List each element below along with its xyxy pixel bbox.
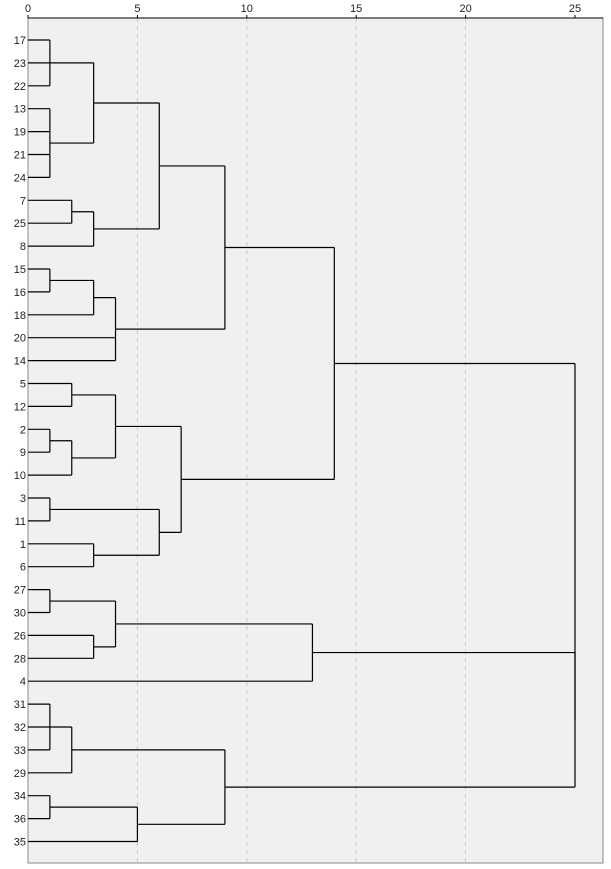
grid-lines [136, 18, 467, 863]
x-tick-label: 10 [241, 3, 253, 15]
leaf-label: 7 [20, 195, 26, 207]
leaf-label: 19 [14, 127, 26, 139]
leaf-label: 2 [20, 424, 26, 436]
leaf-label: 29 [14, 768, 26, 780]
leaf-label: 12 [14, 401, 26, 413]
x-tick-label: 25 [569, 3, 581, 15]
x-tick-label: 15 [350, 3, 362, 15]
plot-area [27, 17, 604, 864]
leaf-label: 33 [14, 745, 26, 757]
leaf-label: 21 [14, 150, 26, 162]
leaf-label: 31 [14, 699, 26, 711]
leaf-label: 10 [14, 470, 26, 482]
leaf-label: 35 [14, 837, 26, 849]
leaf-label: 16 [14, 287, 26, 299]
leaf-label: 3 [20, 493, 26, 505]
leaf-label: 17 [14, 35, 26, 47]
leaf-label: 22 [14, 81, 26, 93]
leaf-label: 9 [20, 447, 26, 459]
leaf-label: 36 [14, 814, 26, 826]
leaf-label: 32 [14, 722, 26, 734]
leaf-label: 8 [20, 241, 26, 253]
leaf-label: 27 [14, 585, 26, 597]
x-tick-label: 5 [134, 3, 140, 15]
leaf-label: 26 [14, 630, 26, 642]
leaf-label: 1 [20, 539, 26, 551]
leaf-label: 28 [14, 653, 26, 665]
leaf-label: 11 [15, 516, 26, 528]
leaf-label: 4 [20, 676, 26, 688]
leaf-labels: 1723221319212472581516182014512291031116… [14, 35, 26, 849]
dendrogram-links [28, 39, 576, 843]
leaf-label: 6 [20, 562, 26, 574]
leaf-label: 25 [14, 218, 26, 230]
leaf-label: 13 [14, 104, 26, 116]
leaf-label: 30 [14, 608, 26, 620]
leaf-label: 15 [14, 264, 26, 276]
leaf-label: 23 [14, 58, 26, 70]
leaf-label: 24 [14, 172, 26, 184]
leaf-label: 5 [20, 379, 26, 391]
leaf-label: 18 [14, 310, 26, 322]
x-tick-label: 0 [25, 3, 31, 15]
leaf-label: 20 [14, 333, 26, 345]
leaf-label: 14 [14, 356, 26, 368]
x-tick-label: 20 [459, 3, 471, 15]
x-axis: 0 5 10 15 20 25 [25, 3, 603, 19]
leaf-label: 34 [14, 791, 26, 803]
